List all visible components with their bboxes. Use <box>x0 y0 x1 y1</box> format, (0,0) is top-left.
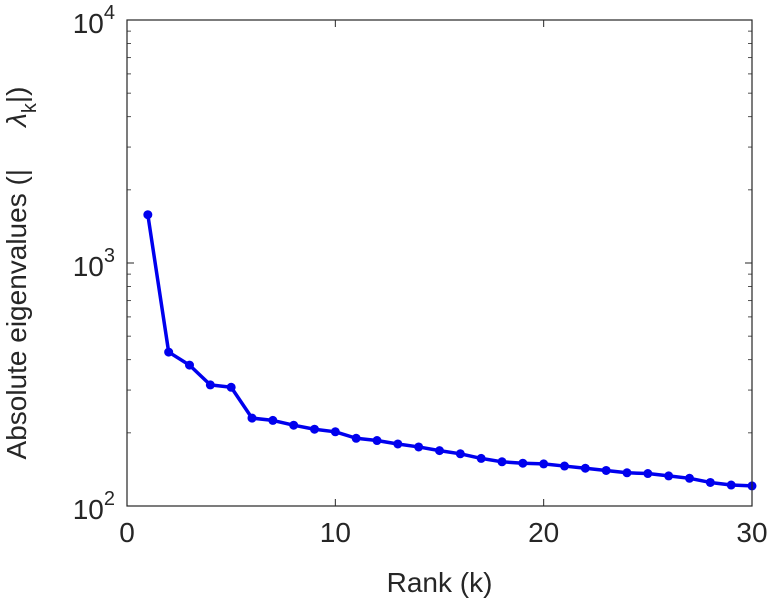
data-point <box>664 471 674 481</box>
data-point <box>330 427 340 437</box>
data-point <box>205 380 215 390</box>
y-axis-label-sub: k <box>19 102 41 113</box>
data-point <box>143 210 153 220</box>
x-tick-label: 20 <box>528 517 559 548</box>
ticks-layer <box>126 19 753 507</box>
data-point <box>164 347 174 357</box>
data-point <box>726 480 736 490</box>
data-point <box>705 477 715 487</box>
y-tick-label-base: 10 <box>73 251 104 282</box>
data-point <box>414 442 424 452</box>
data-point <box>497 457 507 467</box>
y-tick-label: 102 <box>73 488 115 525</box>
y-tick-label: 103 <box>73 245 115 282</box>
data-point <box>560 461 569 471</box>
y-tick-label-exponent: 2 <box>104 488 115 510</box>
axes-box <box>126 19 753 507</box>
series-layer <box>143 210 757 491</box>
data-point <box>268 415 278 425</box>
y-axis-label: Absolute eigenvalues (| λk|) <box>1 87 41 460</box>
data-point <box>539 459 549 469</box>
data-point <box>622 468 632 478</box>
data-point <box>580 463 590 473</box>
data-point <box>601 465 611 475</box>
data-point <box>643 469 653 479</box>
y-axis-label-close: |) <box>1 87 32 104</box>
data-point <box>310 424 319 434</box>
y-tick-label-exponent: 3 <box>104 245 115 267</box>
y-tick-label-base: 10 <box>73 494 104 525</box>
y-tick-label-base: 10 <box>73 8 104 39</box>
data-point <box>518 458 528 468</box>
data-point <box>455 449 465 459</box>
data-point <box>476 453 486 463</box>
y-axis-label-main: Absolute eigenvalues (| <box>1 169 32 460</box>
data-point <box>351 433 361 443</box>
x-tick-label: 10 <box>320 517 351 548</box>
data-point <box>185 360 194 370</box>
series-line <box>146 214 753 488</box>
x-axis-label: Rank (k) <box>387 567 493 598</box>
data-point <box>247 413 257 423</box>
data-point <box>435 446 444 456</box>
data-point <box>372 436 382 446</box>
data-point <box>685 473 694 483</box>
x-tick-label: 30 <box>736 517 767 548</box>
data-point <box>226 382 236 392</box>
y-axis-label-lambda: λ <box>1 113 32 129</box>
y-tick-label-exponent: 4 <box>104 2 115 24</box>
y-tick-label: 104 <box>73 2 115 39</box>
data-point <box>393 439 403 449</box>
data-point <box>289 420 299 430</box>
x-tick-label: 0 <box>119 517 135 548</box>
